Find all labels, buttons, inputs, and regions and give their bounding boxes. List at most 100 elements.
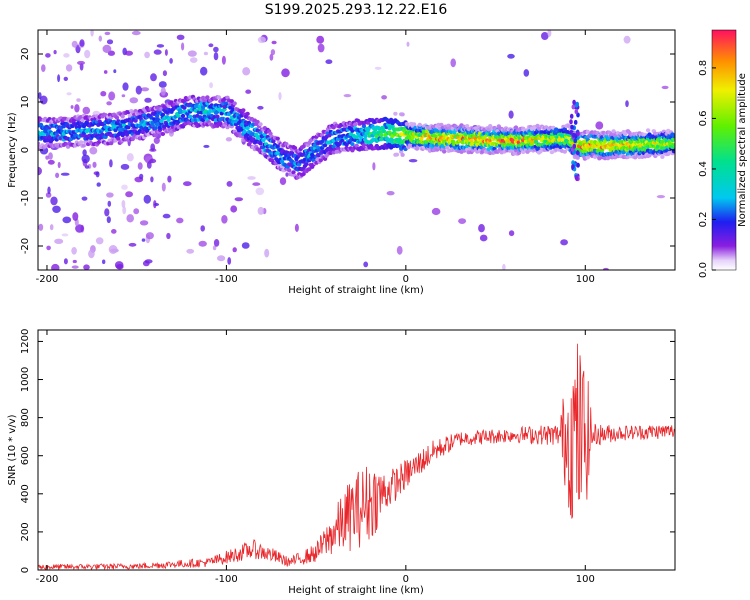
spectrogram-spike-cell — [573, 119, 578, 125]
spectrogram-noise-blob — [120, 163, 130, 170]
spectrogram-noise-blob — [316, 35, 325, 44]
spectrogram-band-cell — [160, 132, 166, 136]
spectrogram-noise-blob — [108, 245, 118, 254]
spectrogram-noise-blob — [102, 259, 106, 265]
spectrogram-noise-blob — [257, 105, 264, 110]
y-tick-label: -10 — [20, 190, 31, 206]
x-tick-label: 0 — [403, 274, 409, 285]
spectrogram-noise-blob — [50, 196, 58, 206]
spectrogram-spike-cell — [573, 138, 577, 144]
spectrogram-spike-cell — [570, 124, 574, 130]
spectrogram-spike-cell — [575, 101, 579, 107]
spectrogram-noise-blob — [167, 175, 172, 183]
spectrogram-band-cell — [465, 124, 470, 128]
spectrogram-noise-blob — [281, 68, 290, 78]
spectrogram-noise-blob — [46, 245, 51, 251]
spectrogram-noise-blob — [144, 97, 152, 103]
spectrogram-noise-blob — [252, 182, 261, 186]
colorbar-tick-label: 0.4 — [698, 161, 709, 177]
spectrogram-spike-cell — [571, 104, 576, 110]
spectrogram-band-cell — [535, 123, 540, 128]
x-tick-label: 0 — [403, 574, 409, 585]
spectrogram-noise-blob — [141, 238, 146, 242]
spectrogram-noise-blob — [108, 91, 116, 101]
spectrogram-noise-blob — [217, 255, 226, 262]
spectrogram-band-cell — [258, 122, 263, 127]
spectrogram-noise-blob — [478, 224, 485, 233]
spectrogram-band-cell — [671, 134, 675, 139]
colorbar: 0.0 0.2 0.4 0.6 0.8 Normalized spectral ampl… — [698, 29, 748, 278]
spectrogram-noise-blob — [71, 265, 79, 269]
spectrogram-band-cell — [566, 124, 572, 129]
spectrogram-band-cell — [229, 99, 234, 104]
spectrogram-noise-blob — [406, 41, 410, 47]
spectrogram-noise-blob — [408, 159, 418, 163]
spectrogram-noise-blob — [213, 52, 219, 61]
spectrogram-noise-blob — [45, 53, 51, 58]
spectrogram-band-cell — [275, 136, 280, 141]
spectrogram-noise-blob — [189, 57, 198, 63]
spectrogram-noise-blob — [47, 159, 55, 165]
spectrogram-band-cell — [320, 133, 325, 138]
spectrogram-noise-blob — [126, 153, 134, 162]
spectrogram-noise-blob — [92, 161, 97, 168]
spectrogram-band-cell — [393, 111, 398, 116]
spectrogram-noise-blob — [381, 95, 387, 100]
spectrogram-noise-blob — [212, 245, 217, 251]
spectrogram-noise-blob — [625, 100, 629, 108]
spectrogram-noise-blob — [161, 182, 166, 192]
y-tick-label: 200 — [20, 522, 31, 541]
spectrogram-noise-blob — [65, 64, 73, 72]
spectrogram-noise-blob — [131, 30, 141, 36]
spectrogram-noise-blob — [508, 110, 514, 119]
spectrogram-noise-blob — [125, 50, 133, 56]
spectrogram-noise-blob — [66, 92, 72, 96]
spectrogram-x-label: Height of straight line (km) — [288, 285, 424, 296]
spectrogram-band-cell — [307, 167, 312, 172]
spectrogram-spike-cell — [574, 174, 579, 180]
spectrogram-band-cell — [182, 105, 187, 110]
spectrogram-noise-blob — [38, 166, 42, 176]
spectrogram-noise-blob — [176, 217, 184, 224]
spectrogram-band-cell — [116, 136, 121, 141]
spectrogram-noise-blob — [139, 220, 149, 226]
spectrogram-spike-cell — [572, 143, 577, 149]
spectrogram-noise-blob — [602, 267, 609, 270]
y-tick-label: -20 — [20, 238, 31, 254]
spectrogram-band-cell — [245, 126, 250, 131]
spectrogram-band-cell — [180, 113, 186, 118]
spectrogram-spike-cell — [574, 109, 579, 115]
spectrogram-spike-cell — [569, 119, 573, 125]
spectrogram-noise-blob — [294, 223, 299, 232]
spectrogram-noise-blob — [84, 165, 90, 169]
spectrogram-band-cell — [353, 122, 358, 127]
spectrogram-noise-blob — [150, 143, 156, 151]
spectrogram-noise-blob — [241, 242, 250, 249]
spectrogram-band-cell — [350, 142, 355, 147]
spectrogram-band-cell — [153, 133, 158, 138]
spectrogram-noise-blob — [63, 53, 70, 58]
spectrogram-band-cell — [374, 134, 379, 139]
spectrogram-noise-blob — [98, 35, 103, 42]
y-tick-label: 800 — [20, 408, 31, 427]
spectrogram-band-cell — [242, 129, 247, 134]
x-tick-label: -100 — [215, 274, 238, 285]
snr-panel: -200 -100 0 100 0 200 400 600 800 1000 1200 Heigh… — [7, 329, 676, 596]
spectrogram-band-cell — [258, 141, 263, 146]
spectrogram-noise-blob — [270, 49, 276, 56]
spectrogram-band-cell — [160, 112, 166, 117]
y-tick-label: 400 — [20, 484, 31, 503]
spectrogram-noise-blob — [55, 172, 60, 178]
spectrogram-band-cell — [188, 114, 193, 119]
spectrogram-band-cell — [255, 119, 260, 124]
spectrogram-band-cell — [660, 154, 665, 159]
spectrogram-noise-blob — [271, 40, 277, 45]
x-tick-label: -200 — [36, 274, 59, 285]
spectrogram-noise-blob — [507, 53, 515, 59]
snr-series-line — [38, 343, 675, 570]
spectrogram-noise-blob — [278, 92, 282, 101]
spectrogram-band-cell — [133, 118, 138, 123]
spectrogram-band-cell — [361, 124, 367, 129]
spectrogram-band-cell — [232, 101, 237, 106]
spectrogram-spike-cell — [571, 164, 575, 170]
